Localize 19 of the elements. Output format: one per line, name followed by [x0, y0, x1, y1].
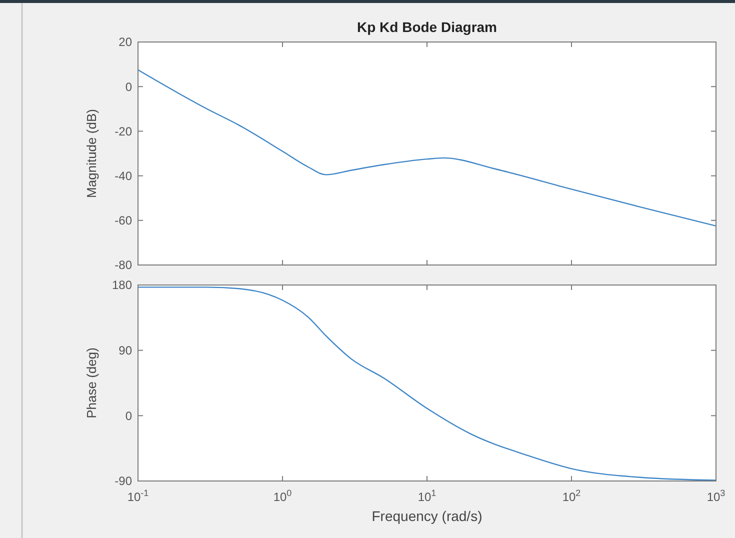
y-tick-label: 90 — [118, 344, 132, 358]
y-tick-label: -20 — [114, 124, 132, 138]
y-tick-label: -40 — [114, 169, 132, 183]
y-tick-label: -80 — [114, 258, 132, 272]
x-tick-label: 10$^{2}$ — [562, 488, 581, 504]
y-tick-label: -90 — [114, 474, 132, 488]
y-axis-title: Phase (deg) — [84, 348, 99, 418]
chart-title: Kp Kd Bode Diagram — [356, 19, 498, 35]
y-tick-label: 20 — [118, 35, 132, 50]
y-tick-label: -60 — [114, 214, 132, 228]
x-tick-label: 10$^{1}$ — [418, 488, 436, 504]
y-axis-title: Magnitude (dB) — [84, 109, 99, 198]
y-tick-label: 0 — [125, 408, 132, 423]
x-tick-label: 10$^{-1}$ — [127, 488, 149, 504]
y-tick-label: 180 — [112, 278, 132, 292]
y-tick-label: 0 — [125, 80, 132, 94]
x-axis-title: Frequency (rad/s) — [372, 508, 482, 524]
x-tick-label: 10$^{0}$ — [273, 488, 292, 504]
x-tick-label: 10$^{3}$ — [706, 488, 726, 504]
